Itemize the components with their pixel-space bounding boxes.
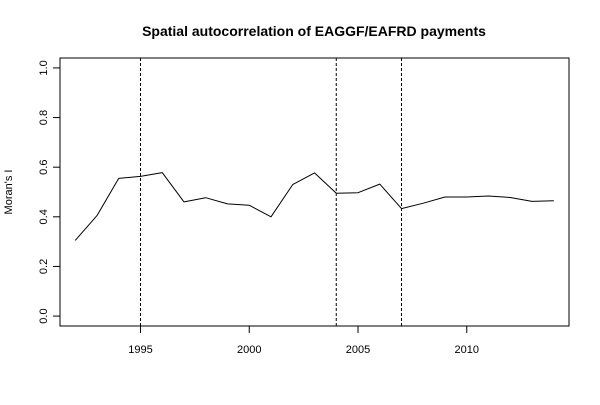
- chart-title: Spatial autocorrelation of EAGGF/EAFRD p…: [142, 23, 486, 39]
- series-line: [75, 173, 554, 241]
- y-tick-label: 0.2: [38, 259, 50, 274]
- y-tick-label: 1.0: [38, 60, 50, 75]
- y-tick-label: 0.4: [38, 209, 50, 224]
- y-tick-label: 0.0: [38, 308, 50, 323]
- x-tick-label: 2000: [237, 344, 261, 356]
- y-tick-label: 0.8: [38, 110, 50, 125]
- x-tick-label: 2010: [455, 344, 479, 356]
- y-axis-label: Moran's I: [3, 170, 15, 215]
- chart-marks: 1995 2000 2005 2010 0.0 0.2 0.4 0.6 0.8 1.0: [38, 58, 554, 356]
- x-tick-label: 1995: [128, 344, 152, 356]
- y-tick-label: 0.6: [38, 160, 50, 175]
- x-tick-label: 2005: [346, 344, 370, 356]
- plot-frame: [60, 58, 569, 326]
